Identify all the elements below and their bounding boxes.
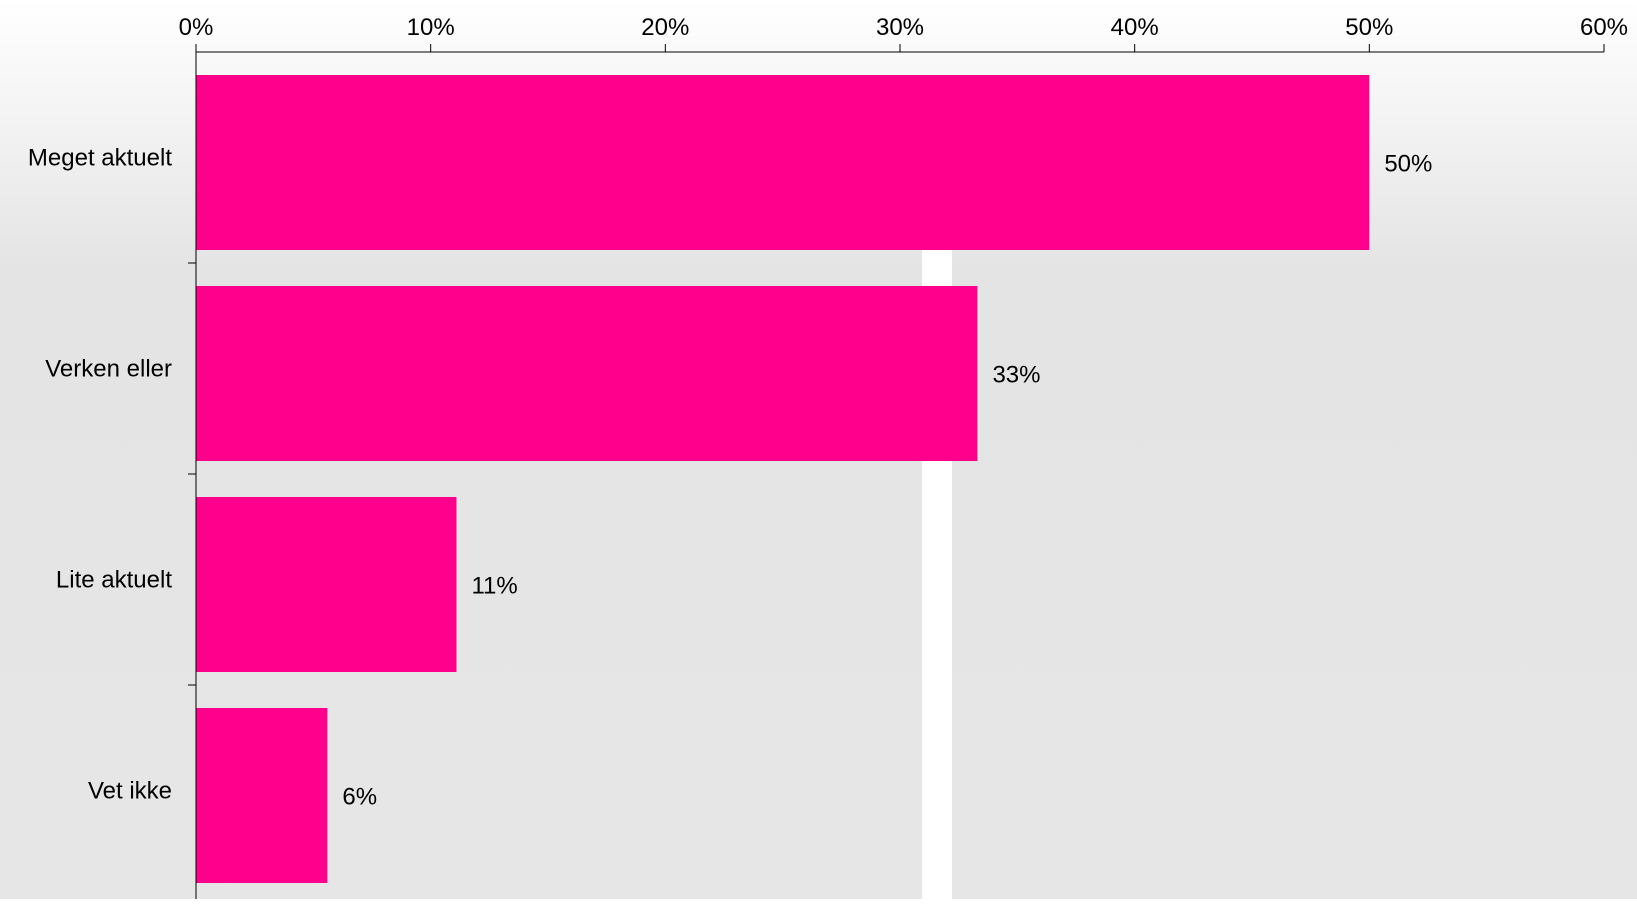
x-tick-label: 60% <box>1580 14 1628 41</box>
category-label: Vet ikke <box>88 778 172 805</box>
x-tick-label: 50% <box>1345 14 1393 41</box>
x-tick-label: 40% <box>1111 14 1159 41</box>
bar-3 <box>196 708 328 883</box>
axis-layer: 0% 10% 20% 30% 40% 50% 60% <box>179 14 1628 899</box>
bars-layer <box>196 75 1370 883</box>
category-label: Verken eller <box>45 356 172 383</box>
value-label: 6% <box>342 784 377 811</box>
x-tick-label: 20% <box>641 14 689 41</box>
x-tick-label: 0% <box>179 14 214 41</box>
category-label: Meget aktuelt <box>28 145 172 172</box>
x-tick-label: 10% <box>407 14 455 41</box>
bar-0 <box>196 75 1370 250</box>
value-label: 50% <box>1384 151 1432 178</box>
bar-1 <box>196 286 978 461</box>
value-label: 33% <box>992 362 1040 389</box>
bar-2 <box>196 497 457 672</box>
labels-layer: 50% Meget aktuelt 33% Verken eller 11% Lite a… <box>28 145 1432 811</box>
x-tick-label: 30% <box>876 14 924 41</box>
category-label: Lite aktuelt <box>56 567 172 594</box>
value-label: 11% <box>471 573 517 600</box>
